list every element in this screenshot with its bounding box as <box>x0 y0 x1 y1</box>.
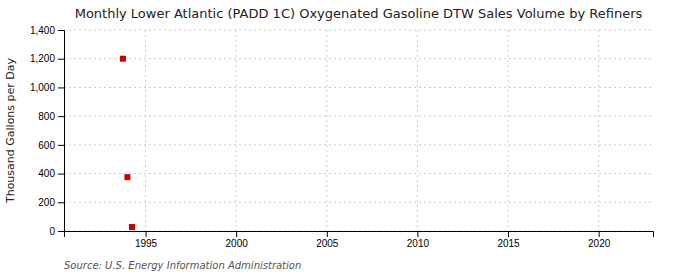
y-grid-line <box>64 58 653 59</box>
y-grid-line <box>64 116 653 117</box>
marks <box>120 56 135 230</box>
x-grid-line <box>326 30 327 231</box>
x-grid-line <box>417 30 418 231</box>
x-tick-mark <box>417 231 418 237</box>
y-tick-label: 1,200 <box>30 53 55 64</box>
y-tick: 0 <box>49 226 64 237</box>
y-tick: 800 <box>38 111 64 122</box>
x-tick-mark <box>327 231 328 237</box>
y-axis: 0 200 400 600 800 1,000 1,200 1,400 <box>30 25 65 237</box>
source: Source: U.S. Energy Information Administ… <box>64 260 301 271</box>
y-axis-line <box>58 31 65 232</box>
x-tick-mark <box>599 231 600 237</box>
y-grid-line <box>64 173 653 174</box>
y-tick-label: 600 <box>38 140 55 151</box>
title: Monthly Lower Atlantic (PADD 1C) Oxygena… <box>75 6 643 21</box>
x-grid-line <box>508 30 509 231</box>
y-grid-line <box>64 87 653 88</box>
point <box>124 174 130 180</box>
y-tick: 200 <box>38 197 64 208</box>
y-tick-label: 1,400 <box>30 25 55 36</box>
x-grid-line <box>236 30 237 231</box>
y-tick: 1,200 <box>30 53 64 64</box>
x-tick-mark <box>146 231 147 237</box>
y-tick-mark <box>58 231 64 232</box>
y-tick-mark <box>58 145 64 146</box>
x-axis-line <box>65 232 654 238</box>
x-tick: 2005 <box>316 231 339 249</box>
y-tick-label: 0 <box>49 226 55 237</box>
y-grid-line <box>64 30 653 31</box>
x-tick-label: 1995 <box>135 238 158 249</box>
plot: 1995 2000 2005 2010 2015 2020 0 200 400 600 800 1,0… <box>30 25 654 249</box>
y-tick: 1,400 <box>30 25 64 36</box>
y-tick: 1,000 <box>30 82 64 93</box>
chart: 1995 2000 2005 2010 2015 2020 0 200 400 600 800 1,0… <box>0 0 675 275</box>
y-grid-line <box>64 144 653 145</box>
y-grid-line <box>64 202 653 203</box>
x-tick-mark <box>236 231 237 237</box>
y-tick-label: 1,000 <box>30 82 55 93</box>
y-tick: 400 <box>38 168 64 179</box>
y-tick-mark <box>58 59 64 60</box>
x-tick: 2020 <box>588 231 611 249</box>
y-tick-label: 200 <box>38 197 55 208</box>
x-axis: 1995 2000 2005 2010 2015 2020 <box>65 231 654 249</box>
x-grid-line <box>598 30 599 231</box>
x-tick-label: 2000 <box>226 238 249 249</box>
x-tick-mark <box>508 231 509 237</box>
x-tick: 2015 <box>497 231 520 249</box>
x-grid-line <box>145 30 146 231</box>
x-tick: 2000 <box>226 231 249 249</box>
y-tick-mark <box>58 30 64 31</box>
y-tick-mark <box>58 174 64 175</box>
x-tick-label: 2020 <box>588 238 611 249</box>
y-tick-label: 400 <box>38 168 55 179</box>
x-tick: 2010 <box>407 231 430 249</box>
y-tick-mark <box>58 116 64 117</box>
x-tick-label: 2010 <box>407 238 430 249</box>
x-tick-label: 2005 <box>316 238 339 249</box>
y-tick-mark <box>58 202 64 203</box>
y-tick: 600 <box>38 140 64 151</box>
x-tick: 1995 <box>135 231 158 249</box>
y-tick-mark <box>58 87 64 88</box>
grid <box>64 30 653 231</box>
y-axis-title: Thousand Gallons per Day <box>4 57 17 204</box>
point <box>129 224 135 230</box>
x-tick-label: 2015 <box>497 238 520 249</box>
y-tick-label: 800 <box>38 111 55 122</box>
point <box>120 56 126 62</box>
